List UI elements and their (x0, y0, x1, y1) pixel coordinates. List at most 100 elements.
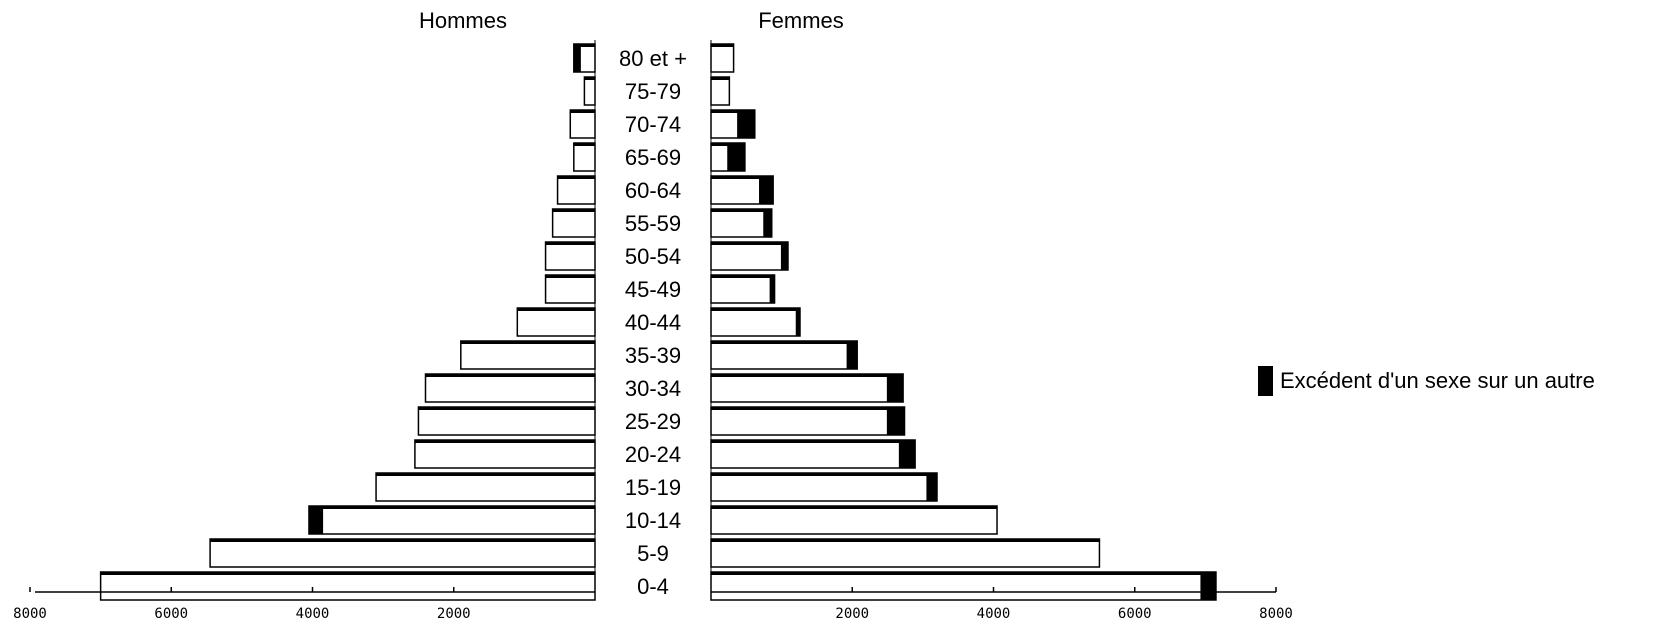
bar-femmes-excess (1200, 572, 1216, 600)
bar-femmes-excess (759, 176, 774, 204)
bar-femmes-top-edge (711, 176, 774, 179)
bar-hommes (209, 538, 596, 568)
bar-femmes-top-edge (711, 407, 905, 410)
bar-hommes-top-edge (545, 242, 595, 245)
age-group-label: 5-9 (637, 541, 669, 566)
tick-label-right: 6000 (1118, 606, 1152, 622)
bar-hommes (573, 142, 596, 172)
bar-hommes (99, 571, 596, 601)
bar-femmes (710, 340, 858, 370)
legend: Excédent d'un sexe sur un autre (1258, 366, 1595, 396)
bar-femmes-top-edge (711, 506, 998, 509)
bar-hommes (556, 175, 596, 205)
bar-hommes (460, 340, 596, 370)
bar-hommes-top-edge (414, 440, 595, 443)
age-group-label: 50-54 (625, 244, 681, 269)
bar-femmes-excess (763, 209, 772, 237)
age-group-label: 75-79 (625, 79, 681, 104)
bar-femmes-excess (727, 143, 745, 171)
bar-femmes-top-edge (711, 308, 800, 311)
bar-femmes-excess (769, 275, 775, 303)
age-group-label: 10-14 (625, 508, 681, 533)
bar-hommes-top-edge (573, 44, 595, 47)
age-group-label: 15-19 (625, 475, 681, 500)
legend-swatch-excess (1258, 366, 1273, 396)
tick-label-left: 4000 (296, 606, 330, 622)
bar-femmes (710, 208, 773, 238)
bar-hommes-top-edge (545, 275, 595, 278)
bar-femmes-excess (898, 440, 916, 468)
bar-femmes (710, 274, 776, 304)
age-group-label: 0-4 (637, 574, 669, 599)
bar-femmes-top-edge (711, 440, 916, 443)
bar-femmes-top-edge (711, 341, 858, 344)
bar-hommes-top-edge (573, 143, 595, 146)
tick-label-right: 2000 (835, 606, 869, 622)
bar-femmes (710, 307, 801, 337)
bar-femmes-top-edge (711, 209, 772, 212)
bar-hommes (569, 109, 596, 139)
bar-femmes-top-edge (711, 44, 734, 47)
age-group-label: 25-29 (625, 409, 681, 434)
bar-hommes (544, 274, 596, 304)
bar-femmes (710, 406, 906, 436)
bar-hommes (551, 208, 596, 238)
bar-femmes (710, 538, 1101, 568)
bar-femmes-top-edge (711, 572, 1216, 575)
bar-femmes-excess (886, 407, 905, 435)
bar-femmes-top-edge (711, 77, 730, 80)
left-title: Hommes (419, 8, 507, 33)
bar-hommes (308, 505, 596, 535)
right-title: Femmes (758, 8, 844, 33)
bar-hommes (414, 439, 596, 469)
bar-hommes-top-edge (210, 539, 595, 542)
bar-hommes-top-edge (557, 176, 595, 179)
age-group-label: 80 et + (619, 46, 687, 71)
age-group-label: 35-39 (625, 343, 681, 368)
bar-femmes-top-edge (711, 374, 904, 377)
bar-femmes-excess (846, 341, 858, 369)
bar-femmes (710, 43, 735, 73)
bar-femmes (710, 472, 938, 502)
bar-hommes (424, 373, 596, 403)
tick-label-right: 8000 (1259, 606, 1293, 622)
bar-femmes-excess (886, 374, 904, 402)
bar-femmes (710, 439, 916, 469)
bar-hommes-top-edge (552, 209, 595, 212)
bar-hommes (375, 472, 596, 502)
bar-hommes-top-edge (570, 110, 595, 113)
bar-femmes (710, 76, 731, 106)
bar-hommes (516, 307, 596, 337)
age-group-label: 20-24 (625, 442, 681, 467)
age-group-label: 70-74 (625, 112, 681, 137)
bar-femmes-top-edge (711, 110, 755, 113)
bar-hommes-excess (308, 506, 324, 534)
bar-hommes (583, 76, 596, 106)
bar-hommes-top-edge (100, 572, 595, 575)
tick-label-right: 4000 (977, 606, 1011, 622)
bar-hommes-top-edge (517, 308, 595, 311)
bar-femmes-top-edge (711, 473, 937, 476)
age-group-label: 65-69 (625, 145, 681, 170)
age-group-label: 40-44 (625, 310, 681, 335)
bar-hommes (544, 241, 596, 271)
bar-femmes-top-edge (711, 275, 775, 278)
age-group-label: 30-34 (625, 376, 681, 401)
bar-femmes (710, 571, 1217, 601)
bar-femmes (710, 241, 789, 271)
bar-femmes-excess (795, 308, 800, 336)
bar-hommes-top-edge (418, 407, 595, 410)
bar-hommes (417, 406, 596, 436)
bar-femmes (710, 505, 998, 535)
bar-femmes-top-edge (711, 242, 788, 245)
bar-hommes-top-edge (376, 473, 595, 476)
tick-label-left: 8000 (13, 606, 47, 622)
tick-label-left: 2000 (437, 606, 471, 622)
age-group-label: 60-64 (625, 178, 681, 203)
age-group-label: 55-59 (625, 211, 681, 236)
bar-hommes-top-edge (584, 77, 595, 80)
bar-hommes-top-edge (460, 341, 595, 344)
bar-femmes-excess (737, 110, 755, 138)
bar-femmes-excess (780, 242, 788, 270)
